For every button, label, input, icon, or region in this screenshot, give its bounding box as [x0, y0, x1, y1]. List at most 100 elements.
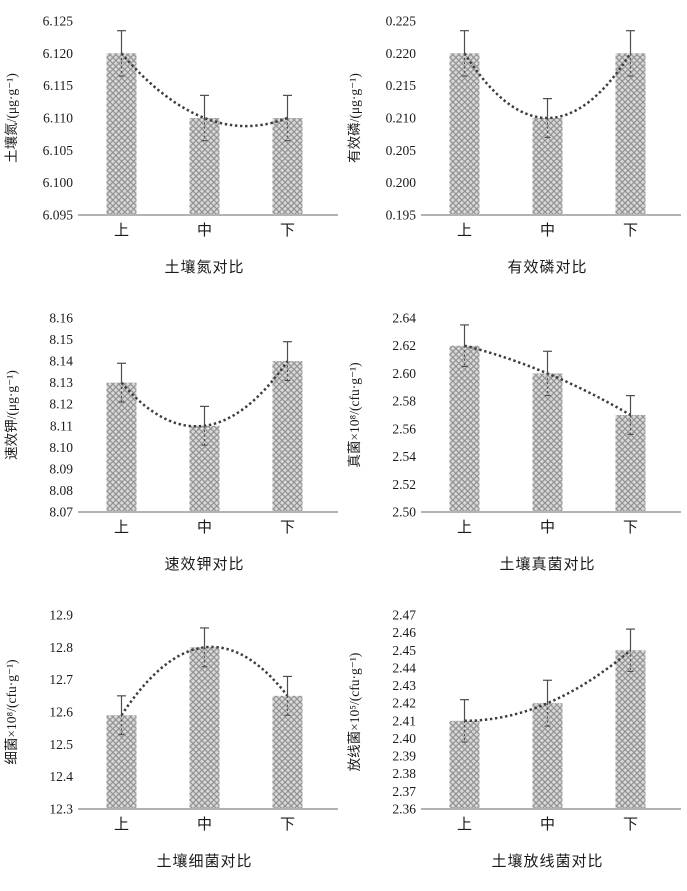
bar-中 — [189, 647, 220, 809]
trend-curve — [464, 649, 632, 723]
bar-中 — [189, 118, 220, 215]
bar-上 — [449, 345, 480, 512]
x-category-label: 上 — [114, 519, 129, 536]
y-tick-label: 8.16 — [49, 311, 73, 326]
x-axis-labels: 上中下 — [457, 222, 638, 239]
y-tick-label: 2.36 — [392, 802, 416, 817]
x-category-label: 上 — [114, 222, 129, 239]
bars-group — [106, 361, 303, 512]
error-bars-group — [460, 324, 635, 435]
trend-curve — [463, 52, 632, 120]
y-tick-label: 2.56 — [392, 421, 416, 436]
y-tick-label: 2.38 — [392, 766, 416, 781]
y-axis-label: 土壤氮/(μg·g⁻¹) — [3, 73, 19, 163]
y-tick-label: 2.60 — [392, 366, 416, 381]
chart-title-soil-nitrogen: 土壤氮对比 — [164, 260, 245, 276]
chart-soil-actinomycetes: 2.36 2.37 2.38 2.39 2.40 2.41 2.42 2.43 2.44 2.45… — [343, 601, 686, 841]
chart-cell-soil-fungi: 2.50 2.52 2.54 2.56 2.58 2.60 2.62 2.64 真菌×10⁸/(… — [343, 297, 687, 594]
bars-group — [106, 647, 303, 809]
y-tick-label: 2.54 — [392, 449, 416, 464]
chart-title-available-phosphorus: 有效磷对比 — [507, 260, 588, 276]
y-tick-label: 2.39 — [392, 749, 416, 764]
y-tick-label: 0.195 — [386, 208, 417, 223]
x-axis-labels: 上中下 — [457, 519, 638, 536]
y-axis-label: 放线菌×10⁵/(cfu·g⁻¹) — [347, 653, 362, 772]
x-category-label: 下 — [623, 520, 638, 536]
y-axis-ticks: 2.50 2.52 2.54 2.56 2.58 2.60 2.62 2.64 — [392, 311, 416, 520]
bar-下 — [615, 53, 646, 216]
bar-下 — [615, 415, 646, 512]
y-tick-label: 12.7 — [49, 672, 73, 687]
chart-soil-nitrogen: 6.095 6.100 6.105 6.110 6.115 6.120 6.125 土壤氮/(… — [0, 7, 343, 247]
bar-上 — [106, 53, 137, 216]
y-tick-label: 12.4 — [49, 769, 73, 784]
bar-下 — [615, 650, 646, 809]
y-axis-label: 有效磷/(μg·g⁻¹) — [347, 73, 362, 163]
y-tick-label: 6.115 — [43, 78, 73, 93]
bar-中 — [532, 118, 563, 215]
x-category-label: 中 — [540, 816, 555, 833]
y-tick-label: 8.10 — [49, 440, 73, 455]
bars-group — [449, 345, 646, 512]
y-tick-label: 8.14 — [49, 354, 73, 369]
bar-下 — [272, 361, 303, 512]
x-category-label: 上 — [457, 816, 472, 833]
chart-cell-soil-actinomycetes: 2.36 2.37 2.38 2.39 2.40 2.41 2.42 2.43 2.44 2.45… — [343, 594, 687, 891]
bars-group — [106, 53, 303, 216]
y-tick-label: 6.120 — [43, 46, 74, 61]
error-bars-group — [460, 628, 635, 743]
x-category-label: 中 — [197, 222, 212, 239]
y-tick-label: 8.07 — [49, 505, 73, 520]
y-tick-label: 2.47 — [392, 608, 416, 623]
bar-上 — [106, 382, 137, 512]
y-tick-label: 2.43 — [392, 678, 416, 693]
y-tick-label: 6.100 — [43, 175, 74, 190]
y-tick-label: 8.13 — [49, 375, 73, 390]
bar-中 — [189, 425, 220, 512]
y-tick-label: 12.9 — [49, 608, 73, 623]
x-category-label: 下 — [623, 817, 638, 833]
x-category-label: 中 — [540, 222, 555, 239]
error-bars-group — [117, 627, 292, 736]
x-axis-labels: 上中下 — [114, 816, 295, 833]
x-category-label: 上 — [457, 222, 472, 239]
bar-下 — [272, 118, 303, 215]
chart-title-soil-actinomycetes: 土壤放线菌对比 — [491, 854, 604, 870]
y-tick-label: 6.105 — [43, 143, 74, 158]
x-category-label: 下 — [623, 223, 638, 239]
y-tick-label: 0.210 — [386, 111, 417, 126]
y-tick-label: 2.62 — [392, 338, 416, 353]
y-tick-label: 2.45 — [392, 643, 416, 658]
y-axis-label: 速效钾/(μg·g⁻¹) — [4, 370, 19, 460]
y-axis-ticks: 2.36 2.37 2.38 2.39 2.40 2.41 2.42 2.43 2.44 2.45… — [392, 608, 416, 817]
y-tick-label: 0.220 — [386, 46, 417, 61]
chart-cell-soil-nitrogen: 6.095 6.100 6.105 6.110 6.115 6.120 6.125 土壤氮/(… — [0, 0, 343, 297]
y-axis-label: 细菌×10⁸/(cfu·g⁻¹) — [4, 659, 19, 764]
y-tick-label: 2.46 — [392, 625, 416, 640]
chart-title-soil-fungi: 土壤真菌对比 — [499, 557, 596, 573]
y-axis-ticks: 12.3 12.4 12.5 12.6 12.7 12.8 12.9 — [49, 608, 73, 817]
bars-group — [449, 53, 646, 216]
error-bars-group — [460, 30, 635, 138]
x-axis-labels: 上中下 — [114, 222, 295, 239]
y-tick-label: 2.58 — [392, 394, 416, 409]
y-tick-label: 2.40 — [392, 731, 416, 746]
y-tick-label: 12.6 — [49, 705, 73, 720]
y-tick-label: 8.11 — [50, 418, 73, 433]
y-tick-label: 12.3 — [49, 802, 73, 817]
chart-soil-fungi: 2.50 2.52 2.54 2.56 2.58 2.60 2.62 2.64 真菌×10⁸/(… — [343, 304, 686, 544]
y-tick-label: 0.205 — [386, 143, 417, 158]
y-tick-label: 2.50 — [392, 505, 416, 520]
y-axis-ticks: 6.095 6.100 6.105 6.110 6.115 6.120 6.125 — [43, 14, 74, 223]
chart-title-soil-bacteria: 土壤细菌对比 — [156, 854, 253, 870]
bar-上 — [106, 715, 137, 809]
y-tick-label: 6.110 — [43, 111, 73, 126]
x-category-label: 下 — [280, 223, 295, 239]
x-category-label: 中 — [197, 519, 212, 536]
bar-上 — [449, 53, 480, 216]
x-category-label: 下 — [280, 520, 295, 536]
chart-cell-available-potassium: 8.07 8.08 8.09 8.10 8.11 8.12 8.13 8.14 8.15 8.16… — [0, 297, 343, 594]
y-tick-label: 2.41 — [392, 713, 416, 728]
y-tick-label: 2.42 — [392, 696, 416, 711]
